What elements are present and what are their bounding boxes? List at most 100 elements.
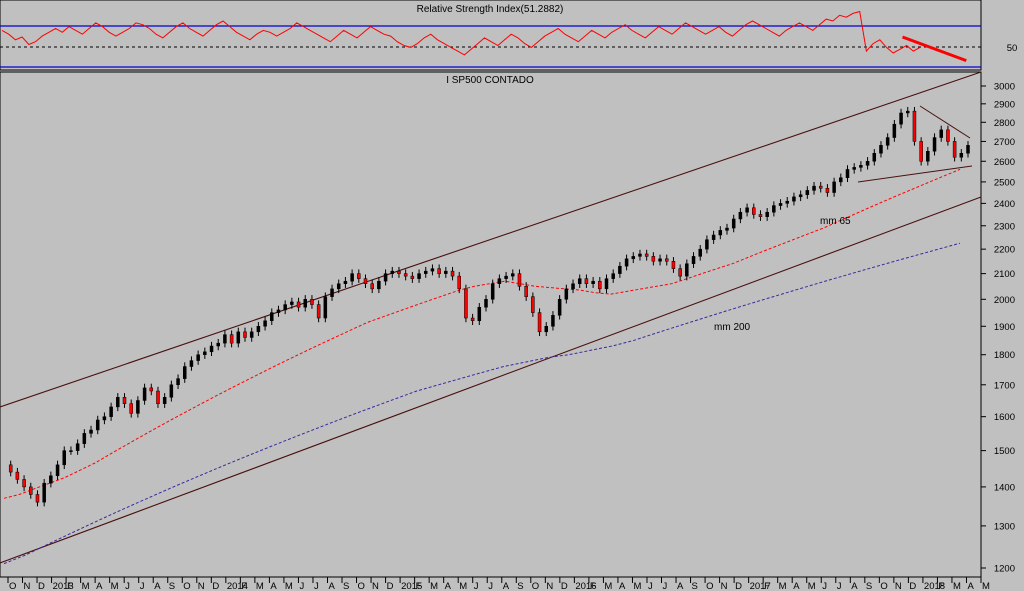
candle-body [926,151,930,162]
x-tick-label: D [909,581,916,591]
candle-body [577,278,582,284]
y-tick-label: 2700 [994,137,1015,148]
candle-body [457,275,461,290]
y-tick-label: 1700 [994,380,1015,391]
x-tick-label: F [938,581,944,591]
candle-body [551,315,555,327]
x-tick-label: M [779,581,787,591]
candle-body [604,278,609,290]
candle-body [330,288,334,297]
candle-body [798,194,803,198]
candle-body [323,296,328,319]
candle-body [778,203,783,206]
candle-body [497,278,502,284]
candle-body [631,256,636,260]
candle-body [243,331,247,338]
x-tick-label: M [285,581,293,591]
candle-body [196,354,200,361]
x-tick-label: J [299,581,304,591]
candle-body [678,268,682,277]
candle-body [397,270,401,274]
candle-body [209,345,214,353]
candle-body [651,256,656,262]
channel-lower-line [0,196,982,564]
candle-body [270,312,274,322]
candle-body [423,270,428,274]
x-tick-label: A [967,581,974,591]
candle-body [142,387,147,401]
x-tick-label: 2015 [401,581,422,591]
candle-body [283,304,287,311]
candle-body [738,211,743,220]
candle-body [203,351,207,355]
candle-body [785,200,790,204]
candle-body [263,320,267,327]
x-tick-label: J [140,581,145,591]
candle-body [752,207,756,215]
x-tick-label: J [474,581,479,591]
y-tick-label: 1200 [994,564,1015,575]
candle-body [544,326,549,333]
candle-body [276,309,281,313]
candle-body [591,280,595,284]
x-tick-label: J [822,581,827,591]
candle-body [75,443,80,451]
candle-body [42,482,46,503]
candle-body [839,177,843,183]
candle-body [336,283,341,290]
candle-body [952,141,957,158]
candle-body [691,256,696,264]
x-tick-label: N [372,581,379,591]
x-tick-label: O [706,581,713,591]
candle-body [129,403,133,414]
rsi-panel: Relative Strength Index(51.2882) 50 [0,0,1018,71]
candle-body [879,145,883,154]
x-tick-label: N [198,581,205,591]
candle-body [363,278,368,284]
x-tick-label: F [590,581,596,591]
x-tick-label: M [808,581,816,591]
candle-body [939,129,943,138]
candle-body [236,331,241,344]
candle-body [444,270,448,274]
x-tick-label: M [982,581,990,591]
candle-body [417,273,421,279]
candle-body [410,275,415,279]
x-tick-label: A [677,581,684,591]
x-tick-label: 2017 [750,581,771,591]
candle-body [818,185,823,189]
x-tick-label: D [387,581,394,591]
x-tick-label: S [343,581,349,591]
candle-body [845,169,850,178]
candle-body [182,366,187,379]
x-tick-label: A [503,581,510,591]
x-tick-label: S [692,581,698,591]
candle-body [725,227,729,231]
x-tick-label: J [648,581,653,591]
candle-body [705,239,709,250]
rsi-tick-label: 50 [1007,43,1018,54]
x-tick-label: O [358,581,365,591]
candle-body [745,207,749,213]
candle-body [805,190,810,195]
candle-body [437,268,441,274]
y-tick-label: 3000 [994,82,1015,93]
x-tick-label: S [169,581,175,591]
x-tick-label: M [256,581,264,591]
y-tick-label: 2800 [994,118,1015,129]
candle-body [872,152,877,162]
rsi-title: Relative Strength Index(51.2882) [417,4,564,15]
x-tick-label: S [517,581,523,591]
candle-body [102,416,107,421]
candle-body [29,486,33,495]
x-tick-label: O [880,581,887,591]
x-tick-label: J [837,581,842,591]
triangle-upper-line [919,105,971,139]
candle-body [370,283,374,290]
candle-body [116,397,120,408]
candle-body [731,218,736,229]
candle-body [149,387,154,392]
candle-body [912,110,917,142]
candle-body [859,165,863,168]
x-tick-label: F [764,581,770,591]
